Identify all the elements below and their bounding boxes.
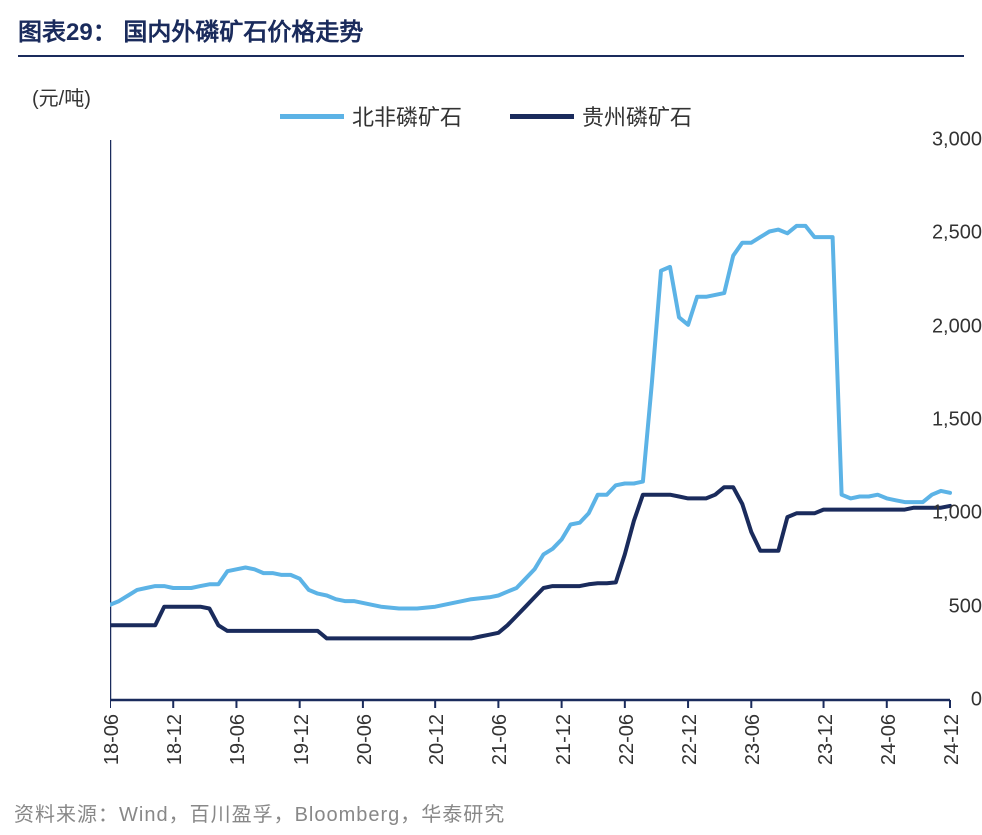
- x-tick-label: 18-12: [164, 714, 187, 765]
- x-tick-label: 19-12: [291, 714, 314, 765]
- x-tick-label: 21-06: [489, 714, 512, 765]
- x-tick-label: 21-12: [553, 714, 576, 765]
- legend-swatch-series2: [510, 114, 574, 119]
- x-tick-label: 18-06: [101, 714, 124, 765]
- legend-item-series1: 北非磷矿石: [280, 100, 462, 132]
- x-tick-label: 20-06: [354, 714, 377, 765]
- legend-label-series2: 贵州磷矿石: [582, 100, 692, 132]
- legend-swatch-series1: [280, 114, 344, 119]
- x-tick-label: 23-06: [742, 714, 765, 765]
- title-rule: [18, 55, 964, 57]
- y-tick-label: 3,000: [890, 129, 982, 152]
- y-tick-label: 2,000: [890, 315, 982, 338]
- x-tick-label: 22-06: [616, 714, 639, 765]
- y-tick-label: 500: [890, 595, 982, 618]
- x-tick-label: 24-06: [878, 714, 901, 765]
- chart-title: 图表29： 国内外磷矿石价格走势: [0, 0, 982, 55]
- y-tick-label: 2,500: [890, 222, 982, 245]
- legend-label-series1: 北非磷矿石: [352, 100, 462, 132]
- x-tick-label: 20-12: [426, 714, 449, 765]
- y-tick-label: 1,000: [890, 502, 982, 525]
- x-tick-label: 19-06: [227, 714, 250, 765]
- line-chart-plot: [110, 140, 982, 740]
- chart-legend: 北非磷矿石 贵州磷矿石: [280, 100, 692, 132]
- y-tick-label: 1,500: [890, 409, 982, 432]
- x-tick-label: 22-12: [679, 714, 702, 765]
- chart-source: 资料来源：Wind，百川盈孚，Bloomberg，华泰研究: [14, 798, 505, 827]
- legend-item-series2: 贵州磷矿石: [510, 100, 692, 132]
- x-tick-label: 24-12: [941, 714, 964, 765]
- y-tick-label: 0: [890, 689, 982, 712]
- x-tick-label: 23-12: [815, 714, 838, 765]
- y-axis-unit-label: (元/吨): [32, 82, 91, 111]
